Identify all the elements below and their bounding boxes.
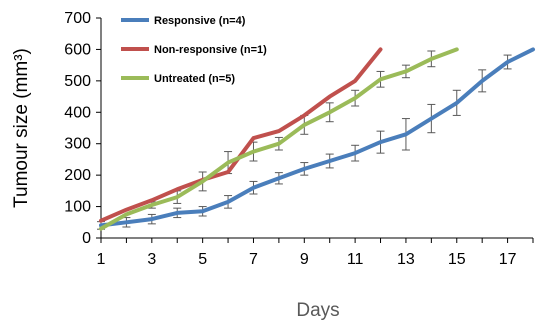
y-tick-label: 700 bbox=[64, 10, 91, 27]
legend: Responsive (n=4) Non-responsive (n=1) Untr… bbox=[121, 15, 267, 85]
y-tick-label: 100 bbox=[64, 199, 91, 216]
x-ticks: 1 3 5 7 9 11 13 15 17 bbox=[97, 238, 534, 268]
axes bbox=[100, 18, 533, 239]
x-tick-label: 1 bbox=[97, 251, 106, 268]
x-tick-label: 3 bbox=[147, 251, 156, 268]
x-tick-label: 9 bbox=[300, 251, 309, 268]
y-tick-label: 600 bbox=[64, 41, 91, 58]
y-tick-label: 0 bbox=[82, 230, 91, 247]
y-tick-label: 200 bbox=[64, 167, 91, 184]
legend-label: Non-responsive (n=1) bbox=[154, 44, 267, 56]
y-tick-label: 500 bbox=[64, 73, 91, 90]
series-line-0 bbox=[99, 47, 535, 228]
y-tick-label: 300 bbox=[64, 136, 91, 153]
x-tick-label: 11 bbox=[347, 251, 364, 268]
y-axis-title: Tumour size (mm³) bbox=[11, 48, 32, 208]
series-line-2 bbox=[99, 47, 459, 231]
x-tick-label: 15 bbox=[448, 251, 466, 268]
x-tick-label: 7 bbox=[249, 251, 258, 268]
legend-label: Responsive (n=4) bbox=[154, 15, 246, 27]
y-tick-label: 400 bbox=[64, 104, 91, 121]
y-ticks: 0 100 200 300 400 500 600 700 bbox=[64, 10, 101, 247]
x-tick-label: 13 bbox=[397, 251, 415, 268]
x-axis-title: Days bbox=[296, 300, 339, 321]
error-bars bbox=[97, 50, 512, 230]
x-tick-label: 5 bbox=[198, 251, 207, 268]
legend-label: Untreated (n=5) bbox=[154, 73, 235, 85]
series-lines bbox=[99, 47, 535, 231]
x-tick-label: 17 bbox=[499, 251, 517, 268]
